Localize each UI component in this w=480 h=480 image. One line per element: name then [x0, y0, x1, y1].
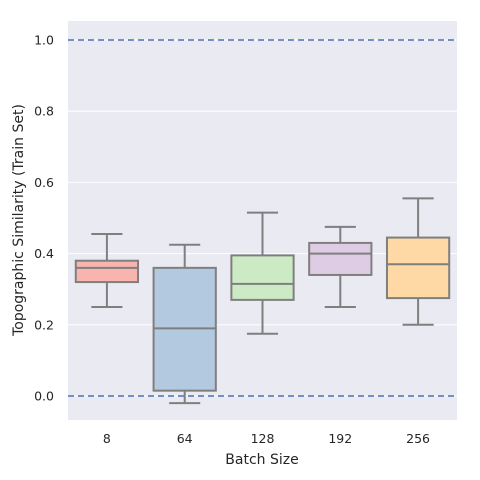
y-tick-label: 1.0 — [34, 33, 54, 48]
box-192 — [308, 225, 373, 308]
box-body — [230, 254, 295, 301]
x-tick-label: 64 — [177, 431, 193, 446]
x-tick-label: 192 — [328, 431, 352, 446]
box-body — [385, 236, 451, 300]
box-128 — [230, 211, 295, 335]
x-tick-labels: 8 64 128 192 256 — [103, 431, 430, 446]
y-tick-label: 0.4 — [34, 246, 54, 261]
boxes — [74, 197, 451, 405]
box-8 — [74, 233, 140, 308]
reference-lines — [68, 39, 457, 397]
y-tick-labels: 0.0 0.2 0.4 0.6 0.8 1.0 — [34, 33, 54, 404]
y-tick-label: 0.2 — [34, 317, 54, 332]
x-tick-label: 256 — [406, 431, 430, 446]
x-tick-label: 8 — [103, 431, 111, 446]
box-256 — [385, 197, 451, 326]
box-64 — [152, 243, 217, 405]
box-body — [74, 259, 140, 284]
y-tick-label: 0.0 — [34, 389, 54, 404]
y-axis-title: Topographic Similarity (Train Set) — [11, 104, 27, 337]
x-tick-label: 128 — [251, 431, 275, 446]
x-axis-title: Batch Size — [225, 452, 298, 468]
y-tick-label: 0.8 — [34, 104, 54, 119]
y-tick-label: 0.6 — [34, 175, 54, 190]
box-body — [308, 241, 373, 276]
